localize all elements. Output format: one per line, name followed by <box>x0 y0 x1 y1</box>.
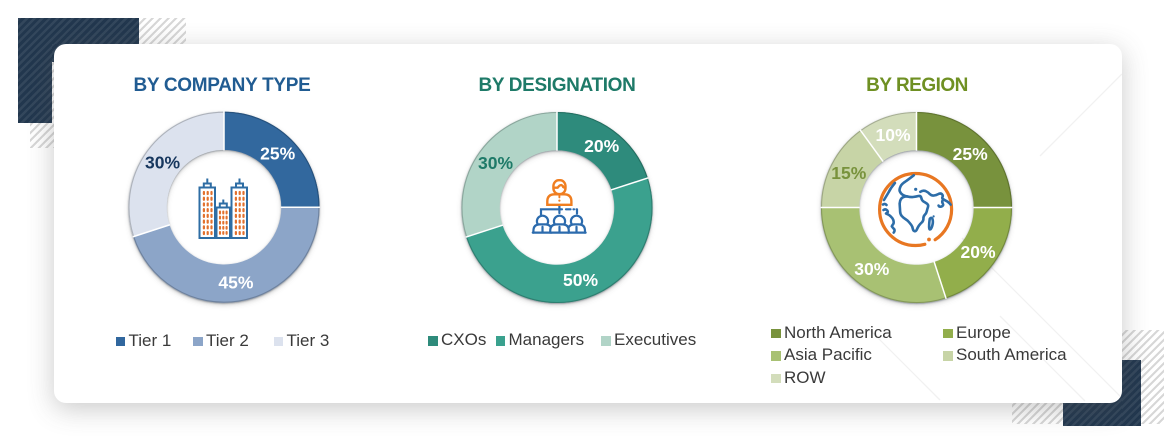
svg-text:20%: 20% <box>960 242 995 262</box>
svg-text:25%: 25% <box>260 144 295 164</box>
svg-text:30%: 30% <box>478 153 513 173</box>
svg-text:50%: 50% <box>563 270 598 290</box>
svg-text:25%: 25% <box>953 144 988 164</box>
svg-text:10%: 10% <box>875 125 910 145</box>
svg-text:20%: 20% <box>584 136 619 156</box>
svg-text:30%: 30% <box>854 259 889 279</box>
svg-text:45%: 45% <box>218 272 253 292</box>
svg-text:30%: 30% <box>145 153 180 173</box>
svg-text:15%: 15% <box>831 163 866 183</box>
